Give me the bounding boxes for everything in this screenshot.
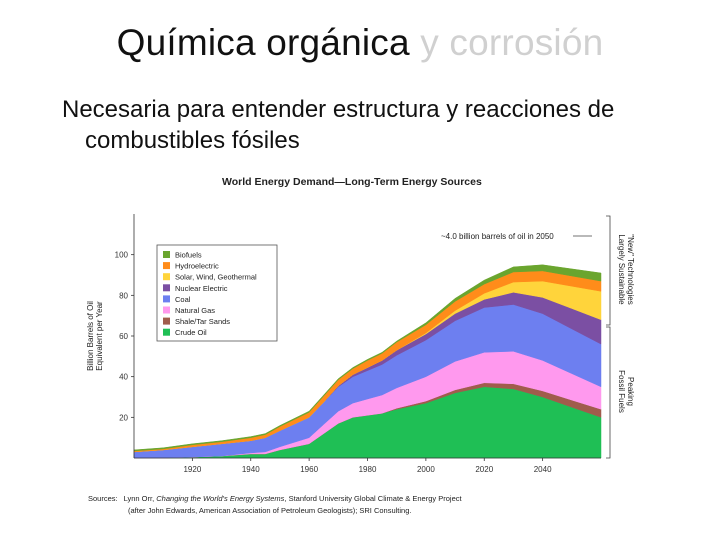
- y-axis-label: Billion Barrels of Oil Equivalent per Yea…: [86, 301, 104, 371]
- legend-swatch: [163, 284, 170, 292]
- bracket-top-label-2: Largely Sustainable: [617, 234, 626, 305]
- sources-text: Sources: Lynn Orr, Changing the World's E…: [88, 494, 462, 503]
- legend-swatch: [163, 306, 170, 314]
- y-tick-label: 20: [119, 413, 128, 422]
- y-tick-label: 100: [115, 251, 129, 260]
- legend-swatch: [163, 295, 170, 303]
- bracket-new-tech: [606, 215, 611, 326]
- chart-title: World Energy Demand—Long-Term Energy Sou…: [222, 176, 482, 188]
- bracket-bottom-label-2: Fossil Fuels: [617, 370, 626, 413]
- legend-label: Hydroelectric: [175, 262, 219, 271]
- legend-item-coal: Coal: [163, 295, 191, 304]
- legend-label: Crude Oil: [175, 328, 207, 337]
- bullet-line-1: Necesaria para entender estructura y rea…: [62, 96, 615, 123]
- sources-line2: (after John Edwards, American Associatio…: [128, 506, 411, 515]
- bracket-fossil: [606, 326, 611, 459]
- legend-swatch: [163, 317, 170, 325]
- y-axis-label-line-2: Equivalent per Year: [95, 301, 104, 371]
- y-tick-label: 80: [119, 291, 128, 300]
- bracket-top-label-1: "New" Technologies: [626, 234, 635, 304]
- bullet-text: Necesaria para entender estructura y rea…: [62, 94, 702, 156]
- area-biofuels: [133, 264, 602, 452]
- slide-title: Química orgánica y corrosión: [0, 22, 720, 64]
- legend-box: [156, 244, 278, 342]
- sources-line1-pre: Lynn Orr,: [124, 494, 157, 503]
- x-tick-label: 2040: [534, 465, 552, 474]
- x-tick-label: 2000: [417, 465, 435, 474]
- title-main: Química orgánica: [116, 22, 410, 63]
- legend-swatch: [163, 251, 170, 258]
- legend-item-shale-tar-sands: Shale/Tar Sands: [163, 317, 230, 326]
- legend-label: Shale/Tar Sands: [175, 317, 230, 326]
- legend-label: Biofuels: [175, 251, 202, 260]
- legend-label: Coal: [175, 295, 191, 304]
- legend-swatch: [163, 262, 170, 270]
- legend-item-biofuels: Biofuels: [163, 251, 202, 260]
- bracket-bottom-label-1: Peaking: [626, 377, 635, 406]
- legend-item-hydroelectric: Hydroelectric: [163, 262, 219, 271]
- sources-line1-italic: Changing the World's Energy Systems: [156, 494, 284, 503]
- x-tick-label: 1940: [242, 465, 260, 474]
- legend-swatch: [163, 273, 170, 281]
- legend-item-nuclear-electric: Nuclear Electric: [163, 284, 228, 293]
- y-axis-label-line-1: Billion Barrels of Oil: [86, 301, 95, 371]
- legend-swatch: [163, 328, 170, 336]
- sources-label: Sources:: [88, 494, 118, 503]
- legend-label: Solar, Wind, Geothermal: [175, 273, 257, 282]
- annotation-2050: ~4.0 billion barrels of oil in 2050: [441, 232, 554, 241]
- legend-item-natural-gas: Natural Gas: [163, 306, 215, 315]
- y-tick-label: 60: [119, 332, 128, 341]
- legend-label: Nuclear Electric: [175, 284, 228, 293]
- x-tick-label: 1920: [183, 465, 201, 474]
- sources-line1-post: , Stanford University Global Climate & E…: [284, 494, 462, 503]
- x-tick-label: 1960: [300, 465, 318, 474]
- x-tick-label: 2020: [475, 465, 493, 474]
- x-tick-label: 1980: [359, 465, 377, 474]
- bullet-line-2: combustibles fósiles: [85, 127, 300, 154]
- chart-legend: Biofuels Hydroelectric Solar, Wind, Geothe…: [156, 244, 278, 342]
- title-rest: y corrosión: [420, 22, 604, 63]
- legend-item-solar-wind-geothermal: Solar, Wind, Geothermal: [163, 273, 257, 282]
- legend-label: Natural Gas: [175, 306, 215, 315]
- legend-item-crude-oil: Crude Oil: [163, 328, 207, 337]
- y-tick-label: 40: [119, 373, 128, 382]
